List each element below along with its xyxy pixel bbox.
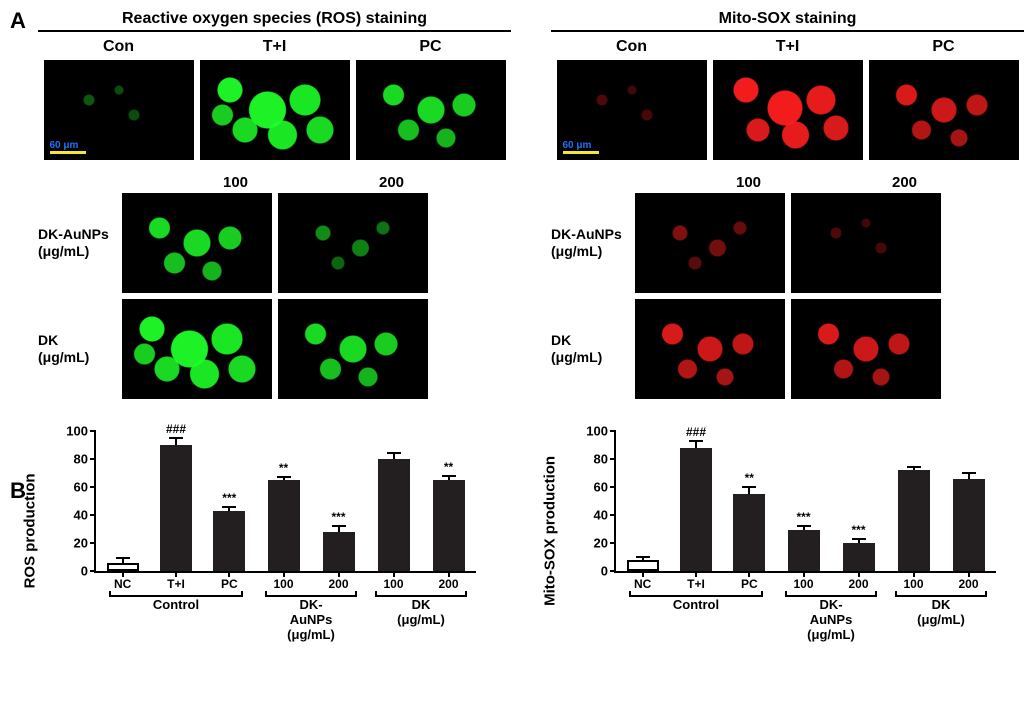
mitosox-title: Mito-SOX staining [551,10,1024,32]
ms-treat-dk: DK (μg/mL) [551,332,629,366]
ros-img-dk-200 [278,299,428,399]
ros-img-aunps-200 [278,193,428,293]
ros-bar-chart: ROS production NC###T+I***PCControl**100… [38,423,498,648]
ros-col-ti: T+I [200,38,350,56]
mitosox-panel: Mito-SOX staining Con T+I PC 60 μm [551,10,1024,405]
ros-panel: Reactive oxygen species (ROS) staining C… [38,10,511,405]
ms-img-pc [869,60,1019,160]
ms-col-con: Con [557,38,707,56]
ros-img-ti [200,60,350,160]
ms-img-dk-200 [791,299,941,399]
ros-treat-dk: DK (μg/mL) [38,332,116,366]
ms-col-ti: T+I [713,38,863,56]
ms-dose-200: 200 [830,174,980,191]
ros-col-pc: PC [356,38,506,56]
ros-img-dk-100 [122,299,272,399]
mitosox-bar-chart: Mito-SOX production NC###T+I**PCControl*… [558,423,1018,648]
ms-img-ti [713,60,863,160]
ms-img-aunps-100 [635,193,785,293]
ms-col-pc: PC [869,38,1019,56]
scale-bar: 60 μm [563,140,599,154]
ms-treat-aunps: DK-AuNPs (μg/mL) [551,226,629,260]
ms-ylabel: Mito-SOX production [542,455,559,605]
scale-bar: 60 μm [50,140,86,154]
ros-img-con: 60 μm [44,60,194,160]
ros-img-pc [356,60,506,160]
ms-img-aunps-200 [791,193,941,293]
ros-col-con: Con [44,38,194,56]
ros-treat-aunps: DK-AuNPs (μg/mL) [38,226,116,260]
ros-title: Reactive oxygen species (ROS) staining [38,10,511,32]
ms-img-dk-100 [635,299,785,399]
ros-img-aunps-100 [122,193,272,293]
ms-dose-100: 100 [674,174,824,191]
ros-dose-200: 200 [317,174,467,191]
ros-ylabel: ROS production [22,473,39,588]
ros-dose-100: 100 [161,174,311,191]
ms-img-con: 60 μm [557,60,707,160]
panel-A-label: A [10,8,26,34]
